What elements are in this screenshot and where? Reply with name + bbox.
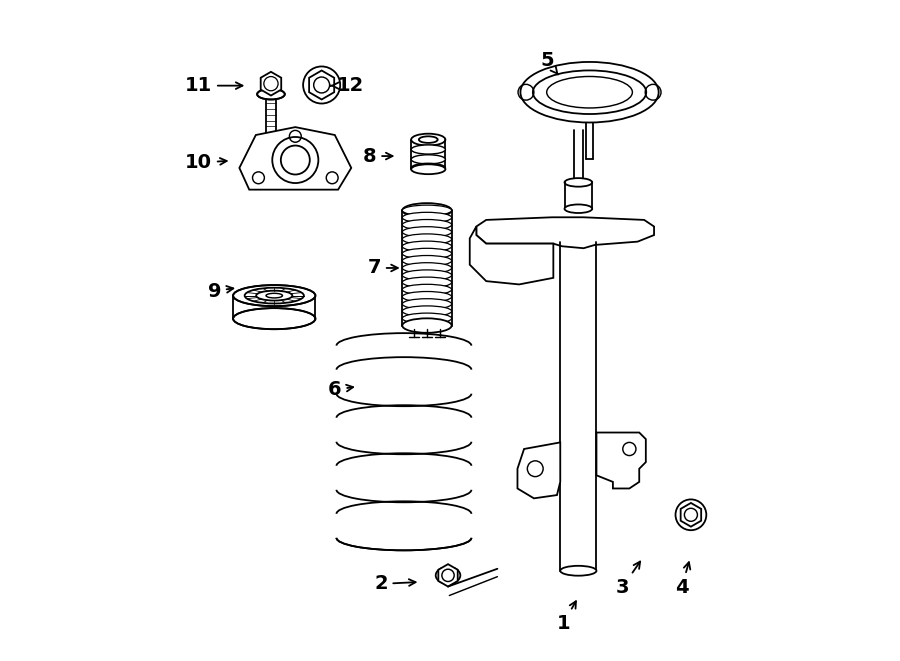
Ellipse shape	[402, 256, 452, 266]
Polygon shape	[470, 227, 554, 284]
Ellipse shape	[411, 134, 446, 145]
Ellipse shape	[402, 319, 452, 332]
Polygon shape	[438, 564, 458, 586]
Ellipse shape	[402, 277, 452, 288]
Ellipse shape	[411, 165, 446, 174]
Ellipse shape	[411, 145, 446, 154]
Ellipse shape	[402, 313, 452, 324]
Ellipse shape	[266, 293, 283, 298]
Polygon shape	[476, 217, 654, 249]
Ellipse shape	[402, 249, 452, 259]
Text: 3: 3	[616, 562, 640, 597]
Ellipse shape	[402, 219, 452, 230]
Ellipse shape	[402, 234, 452, 245]
Ellipse shape	[233, 285, 315, 306]
Ellipse shape	[564, 204, 592, 213]
Ellipse shape	[564, 178, 592, 186]
Text: 6: 6	[328, 380, 353, 399]
Ellipse shape	[561, 566, 597, 576]
Polygon shape	[680, 503, 701, 527]
Text: 2: 2	[374, 574, 416, 594]
Ellipse shape	[402, 262, 452, 273]
Polygon shape	[597, 432, 646, 488]
Ellipse shape	[402, 292, 452, 302]
Circle shape	[303, 67, 340, 104]
Ellipse shape	[418, 136, 437, 143]
Ellipse shape	[520, 62, 659, 122]
Ellipse shape	[402, 306, 452, 317]
Text: 5: 5	[540, 51, 558, 75]
Text: 8: 8	[363, 147, 392, 165]
Ellipse shape	[257, 89, 284, 99]
Text: 1: 1	[556, 602, 576, 633]
Ellipse shape	[402, 241, 452, 252]
Polygon shape	[309, 71, 334, 99]
Circle shape	[676, 500, 706, 530]
Ellipse shape	[402, 270, 452, 280]
Ellipse shape	[436, 567, 460, 584]
Text: 4: 4	[675, 563, 690, 597]
Ellipse shape	[402, 284, 452, 295]
Ellipse shape	[402, 227, 452, 237]
Ellipse shape	[411, 155, 446, 164]
Text: 12: 12	[330, 76, 364, 95]
Text: 11: 11	[184, 76, 242, 95]
Text: 10: 10	[185, 153, 227, 172]
Text: 9: 9	[208, 282, 233, 301]
Ellipse shape	[402, 299, 452, 309]
Polygon shape	[239, 127, 351, 190]
Ellipse shape	[402, 212, 452, 223]
Ellipse shape	[412, 206, 442, 215]
Text: 7: 7	[367, 258, 398, 278]
Ellipse shape	[402, 203, 452, 217]
Polygon shape	[518, 442, 561, 498]
Ellipse shape	[402, 205, 452, 215]
Ellipse shape	[402, 321, 452, 330]
Ellipse shape	[233, 308, 315, 329]
Polygon shape	[261, 72, 281, 96]
Ellipse shape	[411, 163, 446, 173]
